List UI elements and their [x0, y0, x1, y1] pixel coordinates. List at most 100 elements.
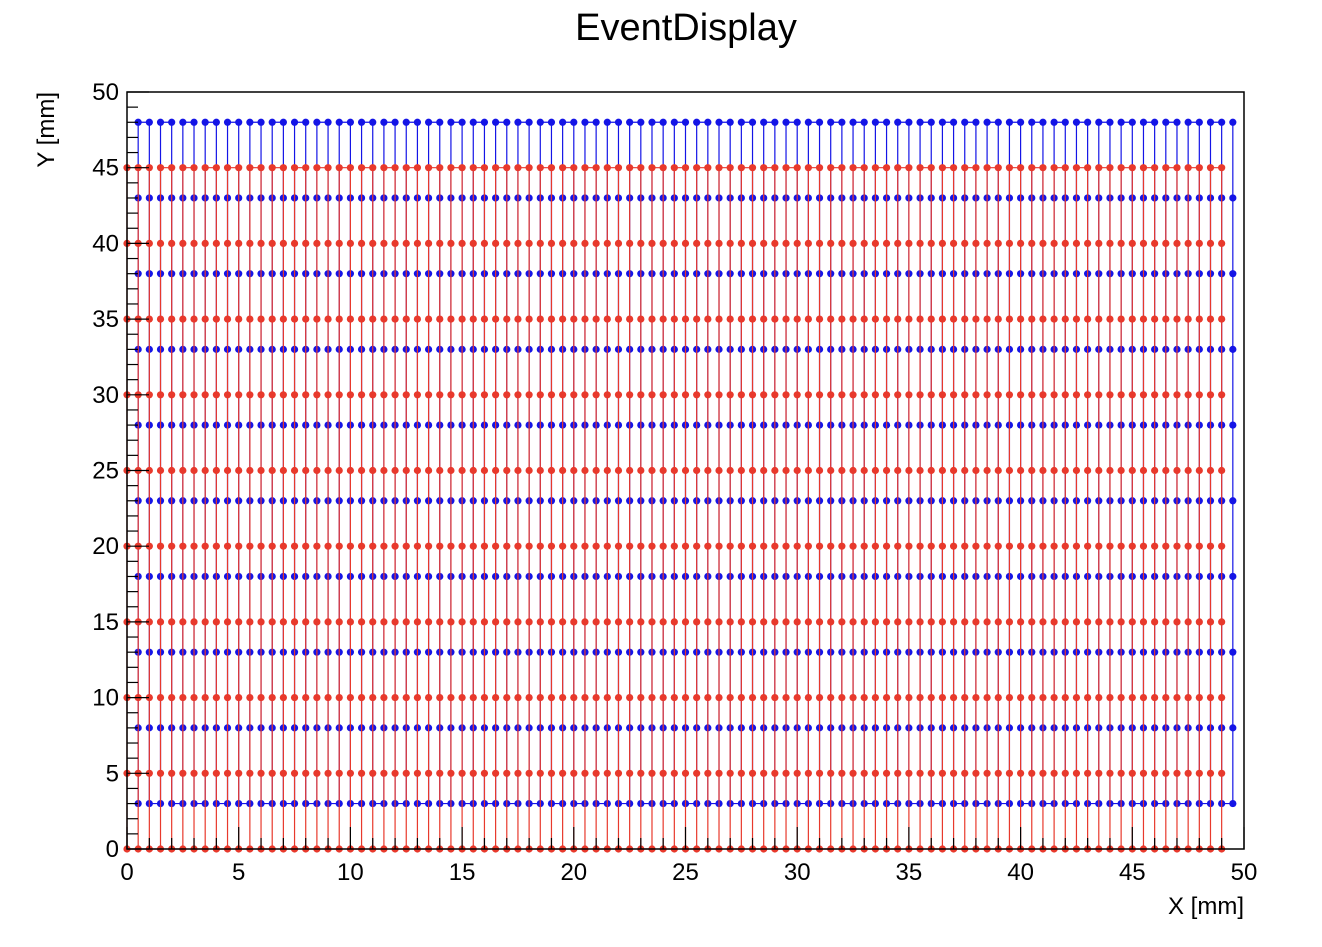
series-1-point: [1061, 164, 1069, 172]
series-0-point: [1106, 118, 1114, 126]
series-1-point: [335, 694, 343, 702]
series-1-point: [335, 618, 343, 626]
series-1-point: [492, 542, 500, 550]
series-1-point: [648, 315, 656, 323]
series-1-point: [1139, 315, 1148, 323]
series-1-point: [1084, 315, 1092, 323]
series-1-point: [1106, 315, 1114, 323]
series-1-point: [838, 391, 846, 399]
series-1-point: [715, 466, 723, 475]
series-1-point: [324, 769, 332, 777]
series-1-point: [871, 164, 879, 172]
series-1-point: [1005, 618, 1014, 626]
series-1-point: [659, 618, 667, 626]
series-1-point: [748, 466, 757, 475]
series-1-point: [145, 164, 153, 172]
series-1-point: [324, 694, 332, 702]
series-1-point: [424, 618, 433, 626]
series-0-point: [168, 118, 176, 126]
series-1-point: [748, 391, 757, 399]
series-1-point: [559, 769, 567, 777]
series-1-point: [1084, 618, 1092, 626]
series-1-point: [737, 239, 745, 247]
series-1-point: [380, 542, 388, 550]
series-1-point: [1106, 694, 1114, 702]
series-1-point: [1195, 694, 1203, 702]
series-1-point: [860, 164, 868, 172]
series-1-point: [480, 315, 489, 323]
series-1-point: [536, 239, 544, 247]
series-1-point: [581, 618, 589, 626]
series-1-point: [145, 391, 153, 399]
series-1-point: [1050, 542, 1058, 550]
series-1-point: [760, 618, 768, 626]
series-1-point: [402, 239, 410, 247]
series-1-point: [1050, 315, 1058, 323]
series-1-point: [1184, 164, 1192, 172]
series-1-point: [938, 239, 947, 247]
series-1-point: [156, 315, 165, 323]
series-1-point: [212, 164, 220, 172]
series-1-point: [726, 466, 734, 475]
series-1-point: [503, 618, 511, 626]
series-1-point: [804, 315, 812, 323]
series-1-point: [279, 618, 287, 626]
series-1-point: [514, 164, 522, 172]
series-1-point: [804, 391, 812, 399]
series-1-point: [793, 315, 801, 323]
series-1-point: [760, 239, 768, 247]
series-1-point: [648, 769, 656, 777]
series-1-point: [693, 769, 701, 777]
series-1-point: [994, 769, 1002, 777]
series-1-point: [559, 618, 567, 626]
series-1-point: [1095, 694, 1103, 702]
series-1-point: [302, 391, 310, 399]
series-1-point: [201, 315, 209, 323]
series-1-point: [268, 391, 276, 399]
series-1-point: [871, 618, 879, 626]
series-1-point: [994, 694, 1002, 702]
series-0-point: [1128, 118, 1136, 126]
series-1-point: [1061, 466, 1069, 475]
series-1-point: [614, 769, 623, 777]
series-1-point: [938, 694, 947, 702]
series-1-point: [1017, 694, 1025, 702]
series-1-point: [670, 542, 678, 550]
series-1-point: [536, 769, 544, 777]
series-1-point: [391, 164, 399, 172]
series-1-point: [916, 769, 924, 777]
series-1-point: [726, 315, 734, 323]
series-1-point: [1195, 391, 1203, 399]
series-1-point: [492, 164, 500, 172]
series-1-point: [949, 466, 958, 475]
series-1-point: [324, 315, 332, 323]
series-1-point: [693, 315, 701, 323]
series-1-point: [380, 694, 388, 702]
series-1-point: [905, 391, 913, 399]
series-1-point: [145, 239, 153, 247]
series-1-point: [614, 164, 623, 172]
series-1-point: [1173, 315, 1181, 323]
series-1-point: [626, 239, 634, 247]
series-1-point: [324, 391, 332, 399]
series-1-point: [235, 769, 243, 777]
series-1-point: [592, 618, 600, 626]
series-1-point: [827, 618, 835, 626]
series-1-point: [1128, 239, 1136, 247]
series-1-point: [1005, 769, 1014, 777]
series-0-point: [693, 118, 701, 126]
series-1-point: [469, 618, 477, 626]
series-1-point: [704, 694, 712, 702]
series-1-point: [559, 466, 567, 475]
x-tick-label: 25: [672, 859, 699, 886]
series-1-point: [704, 315, 712, 323]
series-1-point: [570, 694, 578, 702]
series-1-point: [782, 315, 790, 323]
series-1-point: [1195, 239, 1203, 247]
series-1-point: [1162, 769, 1170, 777]
series-1-point: [346, 466, 354, 475]
series-1-point: [849, 315, 857, 323]
series-1-point: [223, 618, 232, 626]
series-1-point: [559, 164, 567, 172]
series-1-point: [257, 239, 265, 247]
